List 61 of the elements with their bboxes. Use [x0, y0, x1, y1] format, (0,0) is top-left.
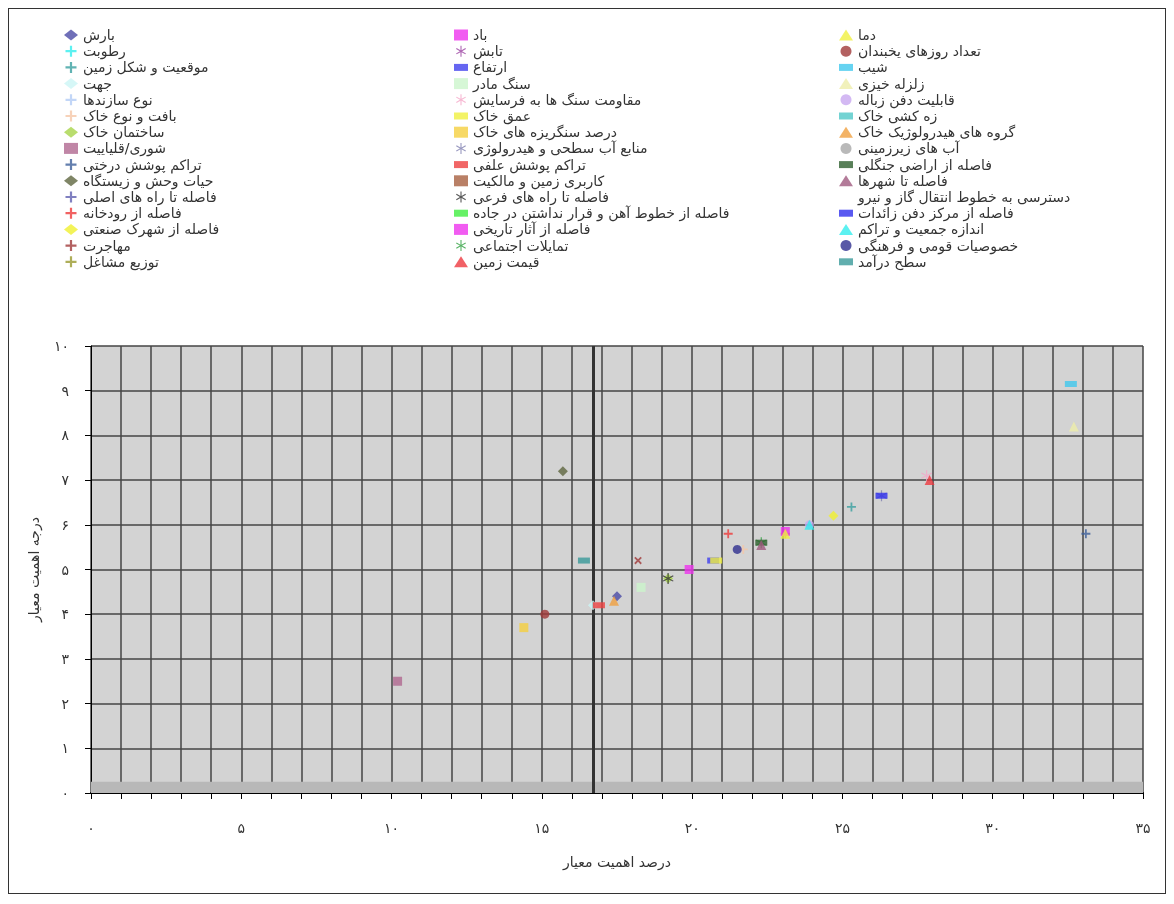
x-tick-label: ۲۰	[684, 820, 700, 836]
legend-label: فاصله از مرکز دفن زائدات	[858, 205, 1014, 223]
legend-label: فاصله تا شهرها	[858, 172, 948, 190]
x-tick-label: ۵	[237, 820, 246, 836]
x-tick-label: ۳۵	[1135, 820, 1151, 836]
y-tick-label: ۰	[61, 785, 69, 801]
x-tick-label: ۲۵	[834, 820, 850, 836]
legend-label: تابش	[473, 43, 504, 61]
legend-label: سنگ مادر	[472, 75, 531, 93]
legend-label: فاصله از اراضی جنگلی	[858, 156, 992, 174]
legend-label: قیمت زمین	[473, 253, 540, 271]
y-tick-label: ۶	[61, 516, 69, 533]
y-tick-label: ۱۰	[53, 338, 69, 354]
y-tick-label: ۹	[61, 382, 69, 399]
legend-label: تراکم پوشش علفی	[473, 156, 586, 174]
legend-label: فاصله تا راه های اصلی	[83, 189, 217, 206]
y-tick-label: ۴	[61, 606, 69, 623]
legend-label: زلزله خیزی	[858, 75, 925, 93]
legend-label: توزیع مشاغل	[83, 253, 159, 271]
y-tick-label: ۱	[61, 740, 69, 757]
legend-label: ارتفاع	[473, 59, 508, 77]
legend-label: زه کشی خاک	[858, 108, 938, 125]
legend-label: تعداد روزهای یخبندان	[858, 43, 981, 61]
y-tick-label: ۵	[61, 561, 69, 578]
legend-label: فاصله تا راه های فرعی	[473, 189, 609, 206]
x-tick-label: ۳۰	[985, 820, 1001, 836]
y-tick-label: ۳	[61, 650, 70, 667]
legend-label: قابلیت دفن زباله	[858, 91, 955, 109]
text: دسترسی به خطوط انتقال گاز و نیرو	[857, 189, 1071, 206]
legend-label: موقعیت و شکل زمین	[83, 59, 209, 77]
x-tick-label: ۱۵	[534, 820, 550, 836]
legend-label: شوری/قلیاییت	[83, 140, 167, 158]
legend-label: باد	[473, 27, 488, 43]
legend-label: مقاومت سنگ ها به فرسایش	[473, 91, 642, 109]
legend-label: تراکم پوشش درختی	[83, 156, 202, 174]
legend-label: شیب	[858, 59, 888, 76]
legend-label: بافت و نوع خاک	[83, 108, 177, 125]
legend-label: رطوبت	[83, 43, 126, 61]
x-tick-label: ۰	[87, 820, 95, 836]
legend-label: فاصله از شهرک صنعتی	[83, 221, 220, 239]
legend-label: خصوصیات قومی و فرهنگی	[858, 237, 1019, 255]
y-tick-label: ۸	[61, 427, 70, 444]
legend-label: مهاجرت	[83, 237, 131, 255]
x-axis-title: درصد اهمیت معیار	[562, 854, 671, 871]
legend-label: فاصله از رودخانه	[83, 205, 182, 223]
legend-label: فاصله از خطوط آهن و قرار نداشتن در جاده	[473, 205, 730, 223]
y-axis-title: درجه اهمیت معیار	[26, 517, 43, 623]
legend-label: فاصله از آثار تاریخی	[473, 221, 591, 239]
legend-label: آب های زیرزمینی	[858, 140, 961, 158]
legend-label: دما	[858, 27, 876, 43]
legend-label: جهت	[83, 75, 112, 93]
x-tick-label: ۱۰	[384, 820, 400, 836]
legend-label: اندازه جمعیت و تراکم	[858, 221, 985, 239]
legend-label: ساختمان خاک	[83, 124, 165, 141]
legend-label: عمق خاک	[473, 108, 532, 125]
legend-label: منابع آب سطحی و هیدرولوژی	[473, 140, 648, 158]
legend-label: نوع سازندها	[83, 91, 153, 109]
legend-label: بارش	[83, 27, 116, 44]
legend-label: تمایلات اجتماعی	[473, 237, 569, 254]
y-tick-label: ۷	[61, 472, 70, 489]
y-tick-label: ۲	[61, 695, 69, 712]
